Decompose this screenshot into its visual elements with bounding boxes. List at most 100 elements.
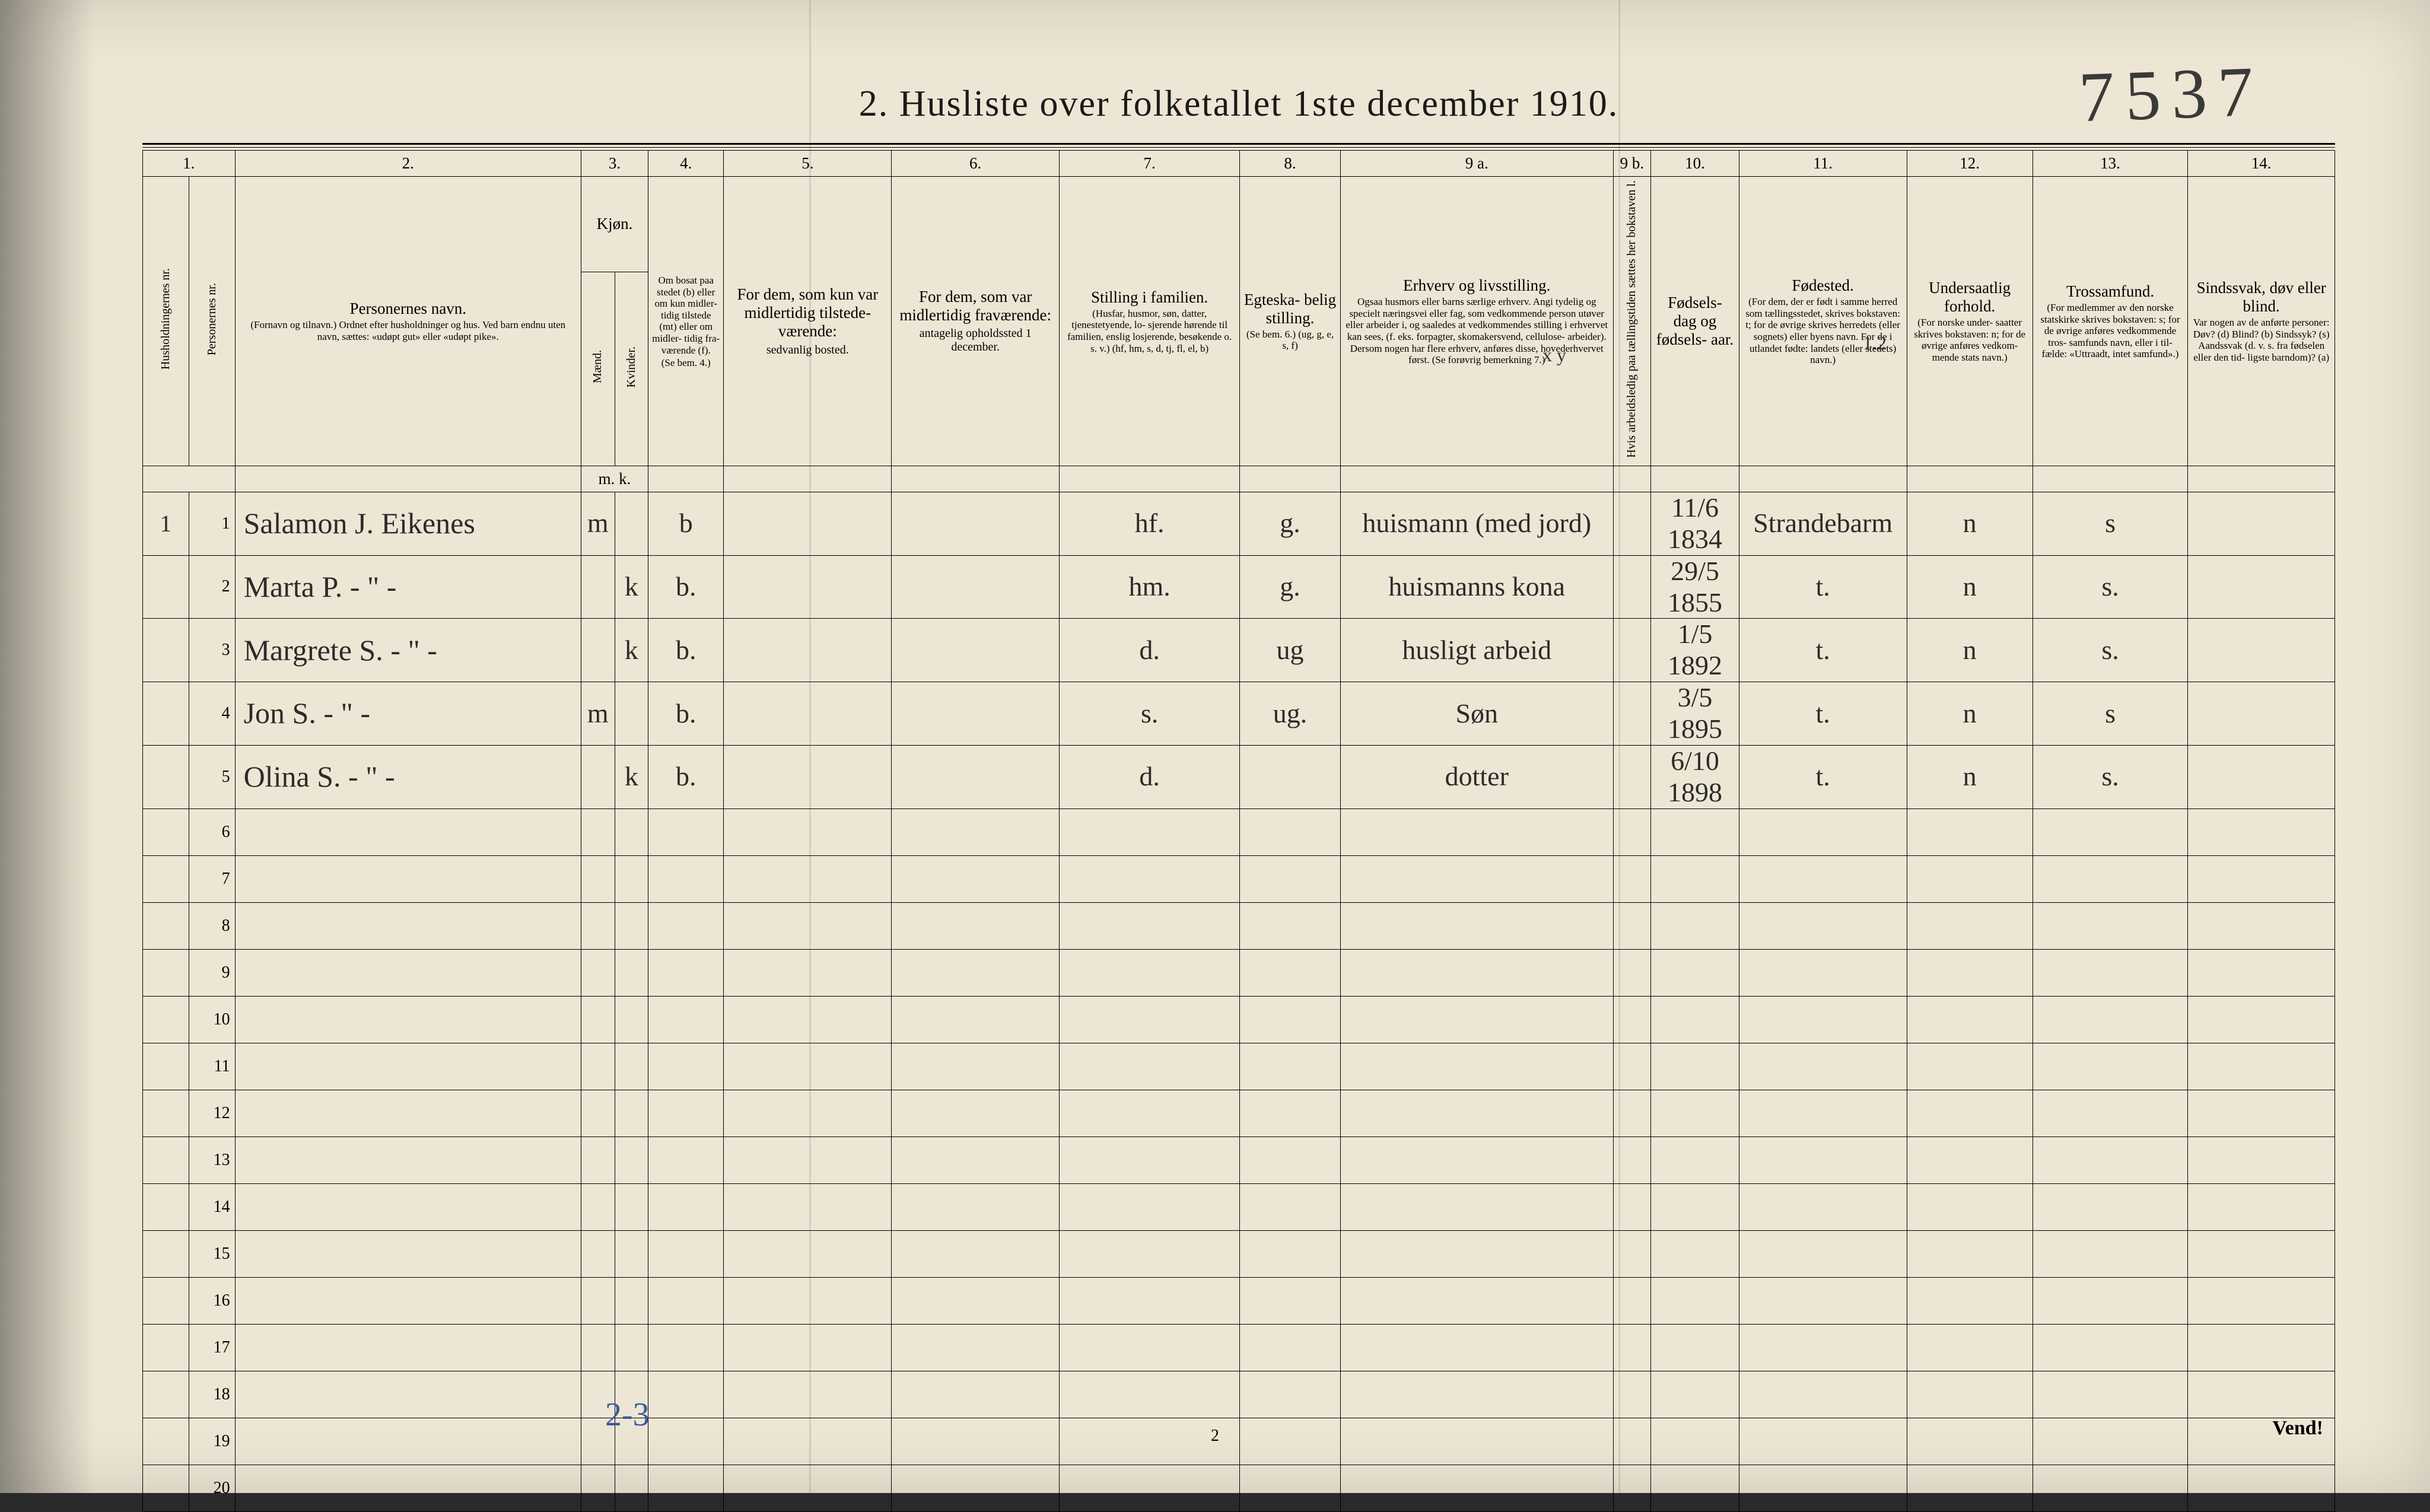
page-number: 2 — [1211, 1427, 1219, 1446]
cell-empty — [615, 855, 648, 902]
cell-empty — [1060, 1090, 1240, 1137]
hdr-citizenship-sub: (For norske under- saatter skrives bokst… — [1911, 317, 2029, 363]
table-row: 2Marta P. - " -kb.hm.g.huismanns kona29/… — [143, 555, 2335, 619]
cell-empty — [1739, 1043, 1907, 1090]
cell-empty — [1060, 1137, 1240, 1183]
cell-empty — [1739, 808, 1907, 855]
cell-empty — [2033, 1230, 2188, 1277]
hdr-sex: Kjøn. — [581, 177, 648, 272]
cell-empty — [1907, 1090, 2033, 1137]
cell-empty — [1907, 1418, 2033, 1465]
table-row: 11Salamon J. Eikenesmbhf.g.huismann (med… — [143, 492, 2335, 555]
cell-empty — [143, 1418, 189, 1465]
cell-empty — [1340, 1230, 1613, 1277]
cell-empty — [143, 996, 189, 1043]
cell-empty — [2033, 1137, 2188, 1183]
hdr-name-title: Personernes navn. — [350, 300, 466, 317]
cell-empty — [581, 1043, 615, 1090]
cell-empty — [2033, 808, 2188, 855]
cell-empty — [235, 1230, 581, 1277]
cell-empty — [1651, 996, 1739, 1043]
cell-person-nr: 4 — [189, 682, 235, 746]
cell-empty — [1907, 855, 2033, 902]
cell-empty — [2033, 855, 2188, 902]
hdr-citizenship: Undersaatlig forhold. (For norske under-… — [1907, 177, 2033, 466]
hdr-residence-title: Om bosat paa stedet (b) eller om kun mid… — [652, 275, 720, 356]
cell-disability — [2188, 492, 2335, 555]
cell-empty — [2033, 1371, 2188, 1418]
cell-empty — [1651, 1090, 1739, 1137]
footer-annotation: 2-3 — [605, 1396, 650, 1434]
cell-name: Salamon J. Eikenes — [235, 492, 581, 555]
cell-empty — [1240, 1277, 1341, 1324]
hdr-birthplace-sub: (For dem, der er født i samme herred som… — [1743, 296, 1903, 365]
table-row-empty: 17 — [143, 1324, 2335, 1371]
cell-empty — [1060, 808, 1240, 855]
cell-marital: g. — [1240, 555, 1341, 619]
cell-empty — [724, 1183, 892, 1230]
cell-empty — [2033, 996, 2188, 1043]
cell-empty — [1240, 1137, 1341, 1183]
cell-empty — [724, 808, 892, 855]
cell-empty — [1907, 1230, 2033, 1277]
cell-empty — [235, 1465, 581, 1511]
hdr-religion-title: Trossamfund. — [2066, 282, 2154, 300]
hdr-temp-present-sub: sedvanlig bosted. — [727, 343, 888, 357]
cell-empty — [1060, 996, 1240, 1043]
cell-birthdate: 29/5 1855 — [1651, 555, 1739, 619]
cell-sex-m — [581, 555, 615, 619]
cell-empty — [1340, 1324, 1613, 1371]
cell-empty — [648, 949, 724, 996]
cell-empty — [143, 1324, 189, 1371]
cell-name: Jon S. - " - — [235, 682, 581, 746]
colnum-6: 6. — [892, 151, 1060, 177]
cell-temp-absent — [892, 492, 1060, 555]
cell-citizenship: n — [1907, 555, 2033, 619]
cell-empty — [648, 808, 724, 855]
cell-empty — [615, 1183, 648, 1230]
cell-empty — [2188, 1324, 2335, 1371]
cell-empty — [648, 1230, 724, 1277]
cell-empty: 16 — [189, 1277, 235, 1324]
table-row-empty: 7 — [143, 855, 2335, 902]
cell-birthdate: 1/5 1892 — [1651, 619, 1739, 682]
cell-residence: b — [648, 492, 724, 555]
cell-empty — [2188, 949, 2335, 996]
cell-empty — [143, 1137, 189, 1183]
cell-occupation: huismanns kona — [1340, 555, 1613, 619]
cell-family-position: hf. — [1060, 492, 1240, 555]
cell-empty — [235, 808, 581, 855]
cell-empty — [1340, 1371, 1613, 1418]
cell-religion: s. — [2033, 745, 2188, 808]
cell-empty — [1739, 1371, 1907, 1418]
cell-sex-k — [615, 682, 648, 746]
cell-empty: 6 — [189, 808, 235, 855]
cell-empty — [1651, 949, 1739, 996]
cell-person-nr: 2 — [189, 555, 235, 619]
colnum-4: 4. — [648, 151, 724, 177]
cell-empty — [615, 1090, 648, 1137]
colnum-5: 5. — [724, 151, 892, 177]
cell-empty — [892, 1324, 1060, 1371]
cell-empty — [892, 1465, 1060, 1511]
cell-empty: 11 — [189, 1043, 235, 1090]
table-row-empty: 19 — [143, 1418, 2335, 1465]
cell-empty — [892, 1371, 1060, 1418]
hdr-mk-b11 — [1739, 466, 1907, 492]
hdr-residence: Om bosat paa stedet (b) eller om kun mid… — [648, 177, 724, 466]
hdr-unemployed-label: Hvis arbeidsledig paa tællingstiden sætt… — [1625, 180, 1639, 458]
cell-empty — [2033, 1324, 2188, 1371]
cell-residence: b. — [648, 745, 724, 808]
cell-citizenship: n — [1907, 745, 2033, 808]
hdr-mk-label: m. k. — [581, 466, 648, 492]
cell-empty — [1907, 808, 2033, 855]
cell-empty — [724, 1230, 892, 1277]
table-row-empty: 8 — [143, 902, 2335, 949]
census-data-rows: 11Salamon J. Eikenesmbhf.g.huismann (med… — [143, 492, 2335, 808]
table-row-empty: 9 — [143, 949, 2335, 996]
cell-empty — [724, 1043, 892, 1090]
colnum-11: 11. — [1739, 151, 1907, 177]
cell-religion: s — [2033, 492, 2188, 555]
cell-empty — [648, 1183, 724, 1230]
cell-empty — [143, 1183, 189, 1230]
